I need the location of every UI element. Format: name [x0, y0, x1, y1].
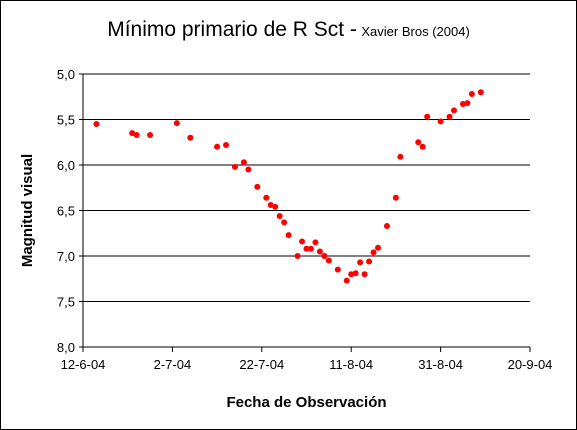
y-tick-label: 5,0	[57, 67, 75, 82]
chart-subtitle: Xavier Bros (2004)	[361, 24, 470, 39]
y-tick-labels: 5,0 5,5 6,0 6,5 7,0 7,5 8,0	[57, 67, 75, 355]
data-point	[312, 239, 319, 246]
data-point	[147, 131, 154, 138]
data-point	[285, 232, 292, 239]
data-point	[254, 183, 261, 190]
y-tick-label: 8,0	[57, 340, 75, 355]
data-point	[464, 100, 471, 107]
x-tick-label: 31-8-04	[418, 357, 463, 372]
data-point	[93, 121, 100, 128]
data-point	[276, 212, 283, 219]
data-point	[451, 107, 458, 114]
data-point	[348, 271, 355, 278]
chart-title-main: Mínimo primario de R Sct -	[107, 18, 357, 41]
data-point	[477, 89, 484, 96]
data-point	[303, 245, 310, 252]
data-point	[316, 248, 323, 255]
data-point	[240, 159, 247, 166]
data-point	[375, 244, 382, 251]
data-point	[187, 134, 194, 141]
data-point	[415, 139, 422, 146]
data-point	[366, 258, 373, 265]
data-point	[361, 271, 368, 278]
y-tick-label: 7,5	[57, 295, 75, 310]
x-tick-labels: 12-6-04 2-7-04 22-7-04 11-8-04 31-8-04 20-9-0…	[61, 357, 553, 372]
data-points	[93, 89, 484, 284]
data-point	[133, 131, 140, 138]
x-tick-label: 20-9-04	[508, 357, 553, 372]
data-point	[231, 163, 238, 170]
y-tick-label: 6,0	[57, 158, 75, 173]
gridlines	[83, 73, 530, 302]
chart-title: Mínimo primario de R Sct - Xavier Bros (…	[0, 18, 577, 42]
y-axis-label: Magnitud visual	[19, 154, 36, 267]
data-point	[321, 253, 328, 259]
data-point	[437, 118, 444, 125]
data-point	[446, 113, 453, 120]
data-point	[173, 120, 180, 127]
y-tick-label: 7,0	[57, 249, 75, 264]
data-point	[245, 166, 252, 173]
data-point	[424, 113, 431, 120]
data-point	[325, 257, 332, 264]
x-tick-label: 2-7-04	[154, 357, 192, 372]
x-tick-label: 12-6-04	[61, 357, 106, 372]
data-point	[383, 222, 390, 229]
data-point	[343, 277, 350, 284]
data-point	[370, 249, 377, 256]
data-point	[281, 219, 288, 226]
data-point	[357, 259, 364, 266]
data-point	[397, 153, 404, 160]
data-point	[468, 91, 475, 98]
x-tick-label: 11-8-04	[329, 357, 373, 372]
data-point	[334, 266, 341, 273]
x-tick-label: 22-7-04	[239, 357, 284, 372]
data-point	[223, 141, 230, 148]
data-point	[272, 203, 279, 210]
axes	[79, 73, 531, 352]
data-point	[419, 143, 426, 150]
data-point	[459, 101, 466, 108]
data-point	[299, 238, 306, 245]
x-axis-label: Fecha de Observación	[226, 394, 386, 411]
data-point	[294, 253, 301, 259]
data-point	[214, 143, 221, 150]
y-tick-label: 6,5	[57, 204, 75, 219]
y-tick-label: 5,5	[57, 113, 75, 128]
data-point	[263, 194, 270, 201]
data-point	[392, 194, 399, 201]
data-point	[307, 245, 314, 252]
data-point	[352, 270, 359, 277]
